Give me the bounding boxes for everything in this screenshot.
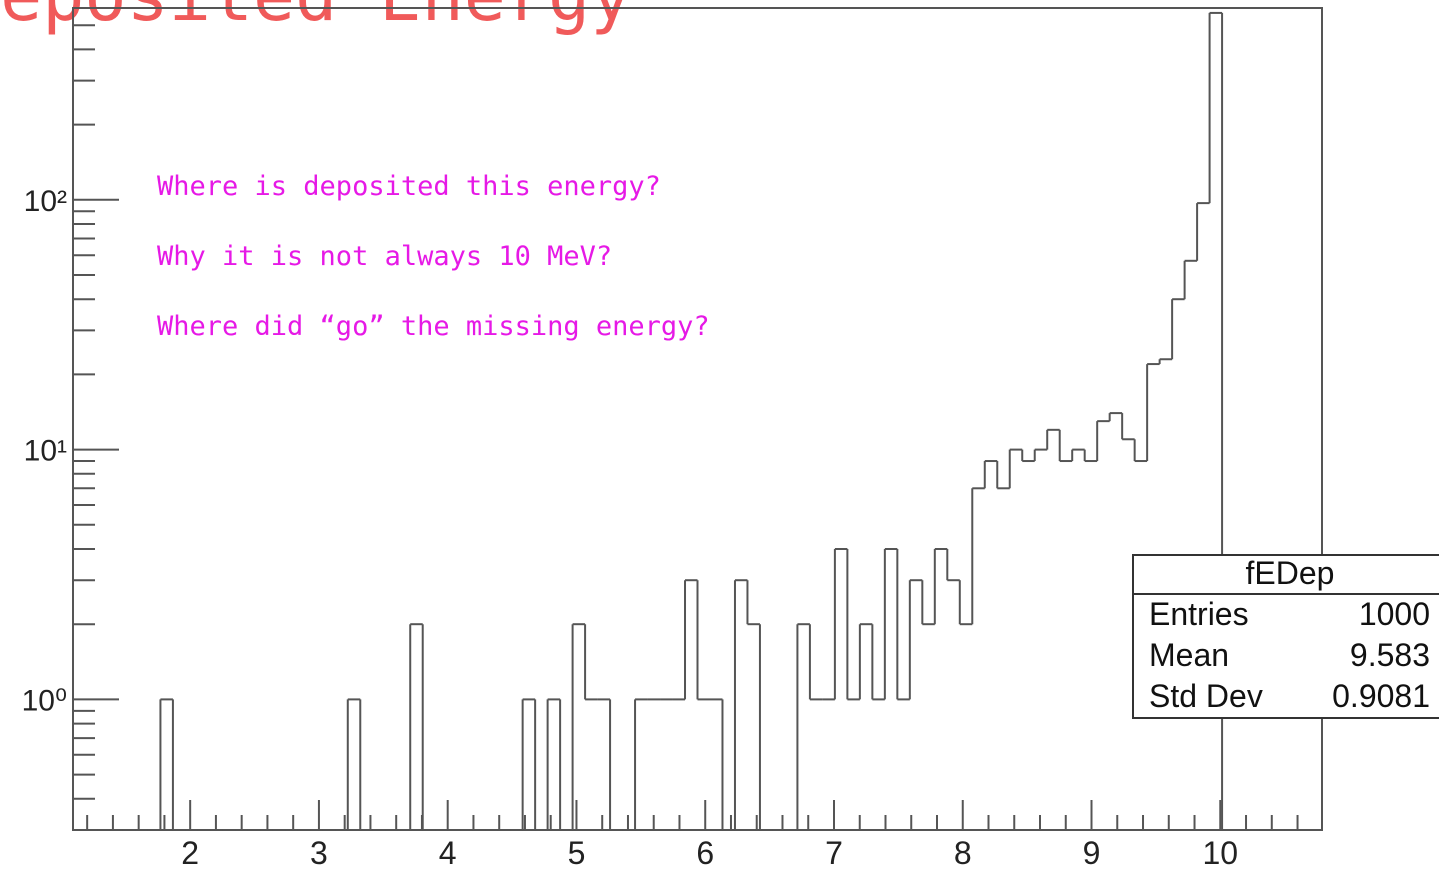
chart-title: Deposited Energy bbox=[0, 0, 632, 37]
stats-title: fEDep bbox=[1246, 555, 1335, 591]
stats-label: Mean bbox=[1149, 637, 1229, 673]
x-tick-label: 6 bbox=[696, 835, 714, 870]
x-tick-label: 4 bbox=[439, 835, 457, 870]
x-tick-label: 3 bbox=[310, 835, 328, 870]
x-tick-label: 10 bbox=[1202, 835, 1238, 870]
x-tick-label: 5 bbox=[568, 835, 586, 870]
stats-value: 0.9081 bbox=[1332, 678, 1430, 714]
stats-label: Entries bbox=[1149, 596, 1249, 632]
x-tick-label: 8 bbox=[954, 835, 972, 870]
plot-frame bbox=[72, 7, 1323, 831]
stats-label: Std Dev bbox=[1149, 678, 1263, 714]
x-tick-label: 9 bbox=[1083, 835, 1101, 870]
stats-box bbox=[1132, 554, 1439, 719]
y-tick-label: 10⁰ bbox=[22, 684, 67, 717]
x-tick-label: 7 bbox=[825, 835, 843, 870]
annotation: Where did “go” the missing energy? bbox=[157, 311, 710, 342]
stats-value: 1000 bbox=[1359, 596, 1430, 632]
x-tick-label: 2 bbox=[181, 835, 199, 870]
y-tick-label: 10¹ bbox=[24, 435, 67, 468]
y-tick-label: 10² bbox=[24, 185, 67, 218]
annotation: Where is deposited this energy? bbox=[157, 171, 661, 202]
stats-value: 9.583 bbox=[1350, 637, 1430, 673]
annotation: Why it is not always 10 MeV? bbox=[157, 241, 612, 272]
